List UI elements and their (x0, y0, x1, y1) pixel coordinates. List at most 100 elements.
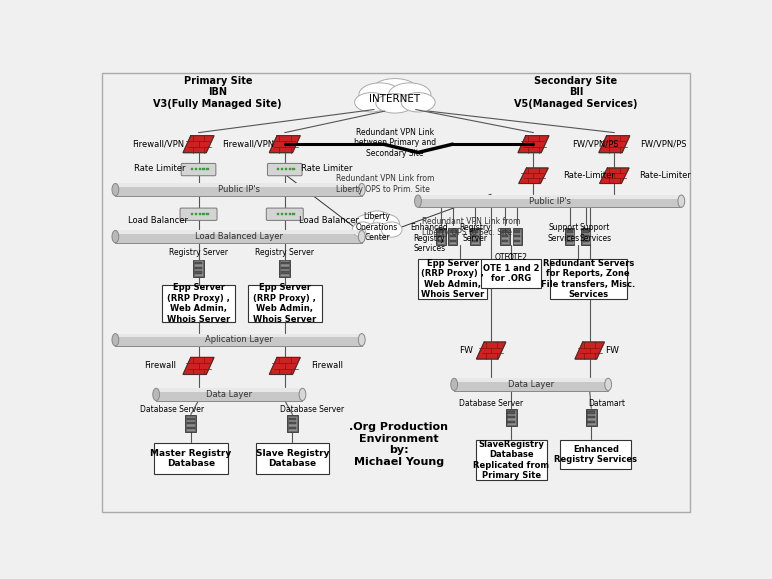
Bar (448, 228, 457, 245)
FancyBboxPatch shape (267, 163, 302, 176)
Polygon shape (269, 357, 300, 375)
Text: Database Server: Database Server (459, 400, 523, 408)
Bar (471, 229, 479, 244)
Bar (281, 271, 289, 273)
Bar (277, 168, 279, 170)
Bar (472, 240, 478, 242)
Bar (289, 212, 291, 215)
Polygon shape (575, 342, 604, 359)
Bar (202, 212, 205, 215)
Bar (514, 235, 520, 237)
Bar (191, 212, 193, 215)
Bar (560, 440, 631, 469)
Bar (567, 230, 573, 233)
Polygon shape (519, 168, 548, 184)
Ellipse shape (352, 222, 373, 237)
Ellipse shape (678, 195, 685, 207)
Ellipse shape (604, 378, 611, 391)
Bar (438, 235, 444, 237)
Ellipse shape (415, 195, 422, 207)
Text: Load Balancer: Load Balancer (128, 216, 188, 225)
Bar (281, 266, 289, 269)
Bar (115, 184, 362, 196)
Ellipse shape (451, 378, 458, 391)
Text: FW: FW (605, 346, 619, 355)
Text: FW/VPN/PS: FW/VPN/PS (640, 140, 686, 149)
Ellipse shape (359, 83, 401, 107)
Bar (513, 229, 521, 244)
Bar (289, 168, 291, 170)
Bar (115, 230, 362, 243)
Polygon shape (600, 168, 629, 184)
Bar (285, 168, 287, 170)
Ellipse shape (299, 389, 306, 401)
Polygon shape (183, 357, 214, 375)
Bar (115, 184, 362, 187)
Bar (502, 230, 508, 233)
Ellipse shape (354, 93, 388, 112)
Text: INTERNET: INTERNET (369, 94, 421, 104)
Bar (507, 416, 515, 418)
Text: Load Balancer: Load Balancer (299, 216, 359, 225)
Bar (418, 259, 487, 299)
Text: Registry Server: Registry Server (256, 248, 314, 257)
Bar (507, 420, 515, 423)
Polygon shape (518, 135, 549, 153)
Polygon shape (476, 342, 506, 359)
Bar (507, 411, 515, 413)
Text: Public IP's: Public IP's (218, 185, 259, 194)
Bar (550, 259, 627, 299)
Bar (198, 168, 201, 170)
Text: Support
Services: Support Services (579, 223, 611, 243)
Ellipse shape (401, 93, 435, 112)
Text: Epp Server
(RRP Proxy) ,
Web Admin,
Whois Server: Epp Server (RRP Proxy) , Web Admin, Whoi… (167, 284, 230, 324)
Bar (256, 443, 330, 474)
Ellipse shape (363, 211, 391, 229)
Bar (187, 417, 195, 420)
Bar (502, 240, 508, 242)
Bar (195, 168, 197, 170)
Bar (115, 334, 362, 346)
Polygon shape (269, 135, 300, 153)
Bar (289, 422, 296, 424)
Text: Redundant VPN Link
between Primary and
Secondary Site: Redundant VPN Link between Primary and S… (354, 128, 436, 158)
Text: Rate-Limiter: Rate-Limiter (564, 171, 615, 180)
Bar (581, 228, 591, 245)
Bar (476, 440, 547, 480)
Text: Rate-Limiter: Rate-Limiter (639, 171, 691, 180)
Bar (583, 235, 589, 237)
Text: .Org Production
Environment
by:
Michael Young: .Org Production Environment by: Michael … (349, 422, 449, 467)
Text: Master Registry
Database: Master Registry Database (151, 449, 232, 468)
Ellipse shape (381, 222, 402, 237)
Text: Enhanced
Registry
Services: Enhanced Registry Services (411, 223, 449, 253)
Ellipse shape (112, 184, 119, 196)
Bar (513, 228, 522, 245)
Bar (502, 235, 508, 237)
Text: Enhanced
Registry Services: Enhanced Registry Services (554, 445, 638, 464)
Bar (583, 240, 589, 242)
Bar (248, 285, 322, 322)
Text: Redundant VPN Link from
Liberty OPS to Sec. Site: Redundant VPN Link from Liberty OPS to S… (422, 217, 520, 237)
Bar (436, 228, 445, 245)
Text: Data Layer: Data Layer (508, 380, 554, 389)
Text: Registry Server: Registry Server (169, 248, 228, 257)
Text: Database Server: Database Server (280, 405, 344, 415)
Text: Firewall: Firewall (311, 361, 343, 371)
Text: Support
Services: Support Services (547, 223, 580, 243)
Ellipse shape (365, 223, 389, 238)
Bar (567, 240, 573, 242)
Polygon shape (183, 135, 214, 153)
Ellipse shape (355, 214, 381, 233)
Text: Firewall/VPN: Firewall/VPN (133, 140, 185, 149)
Bar (470, 228, 479, 245)
Bar (514, 230, 520, 233)
Bar (279, 259, 290, 277)
Bar (418, 195, 682, 207)
Text: Secondary Site
BII
V5(Managed Services): Secondary Site BII V5(Managed Services) (514, 76, 638, 109)
Bar (587, 410, 596, 425)
Bar (449, 230, 455, 233)
Bar (454, 378, 608, 391)
Text: Datamart: Datamart (588, 400, 625, 408)
Bar (195, 266, 202, 269)
Bar (506, 409, 516, 426)
